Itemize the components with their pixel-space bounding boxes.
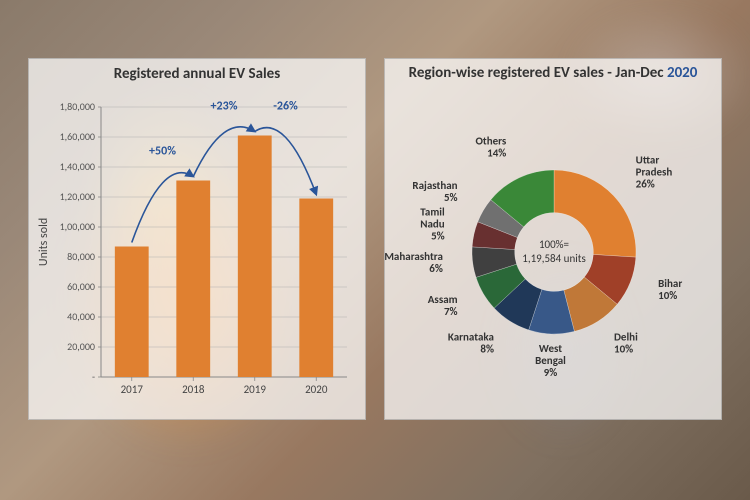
- svg-text:2017: 2017: [121, 383, 144, 396]
- svg-text:+50%: +50%: [149, 145, 176, 159]
- svg-text:1,80,000: 1,80,000: [60, 100, 95, 113]
- donut-chart-title: Region-wise registered EV sales - Jan-De…: [385, 65, 721, 82]
- svg-text:Units sold: Units sold: [37, 218, 51, 266]
- svg-text:9%: 9%: [544, 366, 558, 379]
- svg-text:-: -: [92, 370, 95, 383]
- bar-2017: [115, 247, 149, 378]
- svg-text:10%: 10%: [658, 289, 677, 302]
- svg-text:5%: 5%: [444, 191, 458, 204]
- svg-text:1,00,000: 1,00,000: [60, 220, 95, 233]
- svg-text:1,60,000: 1,60,000: [60, 130, 95, 143]
- bar-2018: [176, 181, 210, 378]
- svg-text:60,000: 60,000: [67, 280, 95, 293]
- svg-text:2020: 2020: [305, 383, 328, 396]
- svg-text:1,20,000: 1,20,000: [60, 190, 95, 203]
- donut-chart-panel: Region-wise registered EV sales - Jan-De…: [384, 58, 722, 420]
- bar-chart-title: Registered annual EV Sales: [29, 65, 365, 83]
- svg-text:2018: 2018: [182, 383, 205, 396]
- svg-text:10%: 10%: [614, 343, 633, 356]
- svg-text:20,000: 20,000: [67, 340, 95, 353]
- donut-title-prefix: Region-wise registered EV sales - Jan-De…: [409, 64, 667, 82]
- svg-text:-26%: -26%: [273, 100, 298, 114]
- bar-chart-svg: - 20,000 40,000 60,000 80,000 1,00,000 1,20,00…: [29, 83, 367, 419]
- donut-chart-svg: UttarPradesh26%Bihar10%Delhi10%WestBenga…: [385, 82, 723, 402]
- svg-text:80,000: 80,000: [67, 250, 95, 263]
- svg-text:1,40,000: 1,40,000: [60, 160, 95, 173]
- svg-text:8%: 8%: [480, 343, 494, 356]
- svg-text:14%: 14%: [487, 147, 506, 160]
- bar-chart-panel: Registered annual EV Sales - 20,000 40,000…: [28, 58, 366, 420]
- svg-text:40,000: 40,000: [67, 310, 95, 323]
- svg-text:26%: 26%: [636, 178, 655, 191]
- bar-2019: [238, 136, 272, 378]
- svg-text:+23%: +23%: [211, 100, 238, 114]
- bar-2020: [299, 199, 333, 378]
- svg-text:1,19,584 units: 1,19,584 units: [522, 252, 586, 265]
- svg-text:7%: 7%: [444, 305, 458, 318]
- svg-text:6%: 6%: [429, 262, 443, 275]
- svg-text:5%: 5%: [431, 230, 445, 243]
- svg-text:2019: 2019: [244, 383, 267, 396]
- donut-title-year: 2020: [667, 64, 697, 82]
- svg-text:100%=: 100%=: [539, 238, 569, 251]
